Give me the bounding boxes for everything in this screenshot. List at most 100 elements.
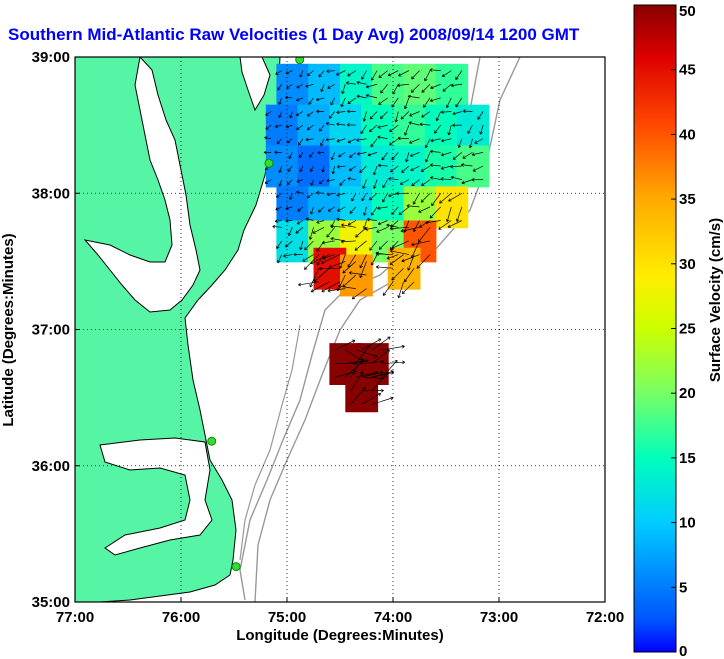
northern-coverage-cell <box>308 63 341 106</box>
velocity-arrow <box>445 97 452 109</box>
velocity-arrow <box>442 83 452 92</box>
velocity-arrow <box>389 226 409 231</box>
velocity-arrow <box>277 254 283 264</box>
velocity-arrow <box>410 165 420 172</box>
velocity-arrow <box>441 70 452 78</box>
velocity-arrow <box>341 84 346 94</box>
colorbar-tick-label: 10 <box>679 515 696 532</box>
velocity-arrow <box>362 179 367 189</box>
velocity-arrow <box>365 83 378 89</box>
velocity-arrow <box>336 138 346 143</box>
velocity-arrow <box>400 226 420 233</box>
velocity-arrow <box>309 152 314 158</box>
velocity-arrow <box>347 220 357 226</box>
velocity-arrow <box>388 176 399 181</box>
velocity-arrow <box>462 109 473 113</box>
chart-title: Southern Mid-Atlantic Raw Velocities (1 … <box>8 25 580 44</box>
velocity-arrow <box>362 111 367 122</box>
station-2-marker <box>264 158 274 168</box>
velocity-arrow <box>416 254 431 269</box>
colorbar-tick-label: 20 <box>679 385 696 402</box>
velocity-arrow <box>381 152 388 161</box>
velocity-arrow <box>472 165 484 172</box>
velocity-arrow <box>471 152 484 157</box>
velocity-arrow <box>326 192 335 197</box>
velocity-arrow <box>312 227 325 234</box>
velocity-arrow <box>370 138 378 148</box>
colorbar-tick-label: 35 <box>679 191 696 208</box>
velocity-arrow <box>275 206 282 211</box>
velocity-arrow <box>468 138 473 149</box>
velocity-arrow <box>361 193 367 202</box>
velocity-arrow <box>361 392 382 405</box>
colorbar-tick-label: 30 <box>679 256 696 273</box>
velocity-arrow <box>313 267 330 283</box>
velocity-arrow <box>452 152 463 160</box>
velocity-arrow <box>321 281 341 293</box>
velocity-arrow <box>327 288 346 293</box>
velocity-arrow <box>407 94 420 99</box>
velocity-arrow <box>378 240 388 250</box>
velocity-vectors <box>263 68 484 405</box>
velocity-arrow <box>306 111 314 117</box>
velocity-arrow <box>440 165 452 170</box>
velocity-arrow <box>474 138 484 144</box>
velocity-arrow <box>359 165 367 173</box>
velocity-arrow <box>371 336 391 351</box>
velocity-arrow <box>447 220 463 228</box>
velocity-arrow <box>355 349 378 358</box>
velocity-arrow <box>361 70 367 80</box>
velocity-arrow <box>457 138 463 148</box>
velocity-arrow <box>410 152 420 157</box>
velocity-arrow <box>276 240 282 249</box>
velocity-arrow <box>378 70 388 78</box>
velocity-arrow <box>304 240 314 251</box>
velocity-arrow <box>359 254 367 269</box>
station-markers <box>207 57 305 572</box>
velocity-arrow <box>316 254 325 266</box>
velocity-arrow <box>452 111 462 116</box>
northern-coverage-cell <box>276 220 310 263</box>
velocity-arrow <box>401 165 410 174</box>
velocity-arrow <box>340 97 346 108</box>
northern-coverage-cell <box>456 104 490 147</box>
velocity-arrow <box>327 83 335 89</box>
velocity-arrow <box>350 371 364 392</box>
velocity-arrow <box>342 261 357 274</box>
velocity-arrow <box>278 111 283 119</box>
velocity-arrow <box>320 138 325 147</box>
y-tick-label: 37:00 <box>32 322 70 339</box>
velocity-arrow <box>347 254 357 268</box>
velocity-arrow <box>316 109 325 114</box>
velocity-arrow <box>297 206 304 212</box>
velocity-arrow <box>430 138 441 143</box>
velocity-arrow <box>309 268 320 288</box>
velocity-arrow <box>361 338 382 351</box>
velocity-arrow <box>263 150 272 155</box>
velocity-arrow <box>429 163 441 167</box>
velocity-arrow <box>363 206 367 216</box>
velocity-arrow <box>321 165 325 173</box>
velocity-arrow <box>296 83 304 89</box>
y-tick-label: 38:00 <box>32 185 70 202</box>
velocity-arrow <box>310 281 330 293</box>
velocity-arrow <box>382 281 394 296</box>
velocity-arrow <box>410 84 420 93</box>
velocity-arrow <box>440 152 452 157</box>
northern-coverage-cell <box>424 104 458 147</box>
x-tick-label: 74:00 <box>374 609 412 626</box>
velocity-arrow <box>289 193 293 200</box>
colorbar-tick-label: 45 <box>679 62 696 79</box>
albemarle-sound <box>99 437 213 556</box>
velocity-arrow <box>296 97 304 102</box>
velocity-arrow <box>355 227 367 238</box>
velocity-arrow <box>370 254 378 266</box>
velocity-arrow <box>425 152 431 163</box>
velocity-arrow <box>375 252 394 256</box>
isobath-3 <box>239 324 301 561</box>
velocity-arrow <box>375 265 394 269</box>
velocity-arrow <box>425 220 441 225</box>
velocity-arrow <box>455 206 463 222</box>
velocity-arrow <box>319 124 325 132</box>
